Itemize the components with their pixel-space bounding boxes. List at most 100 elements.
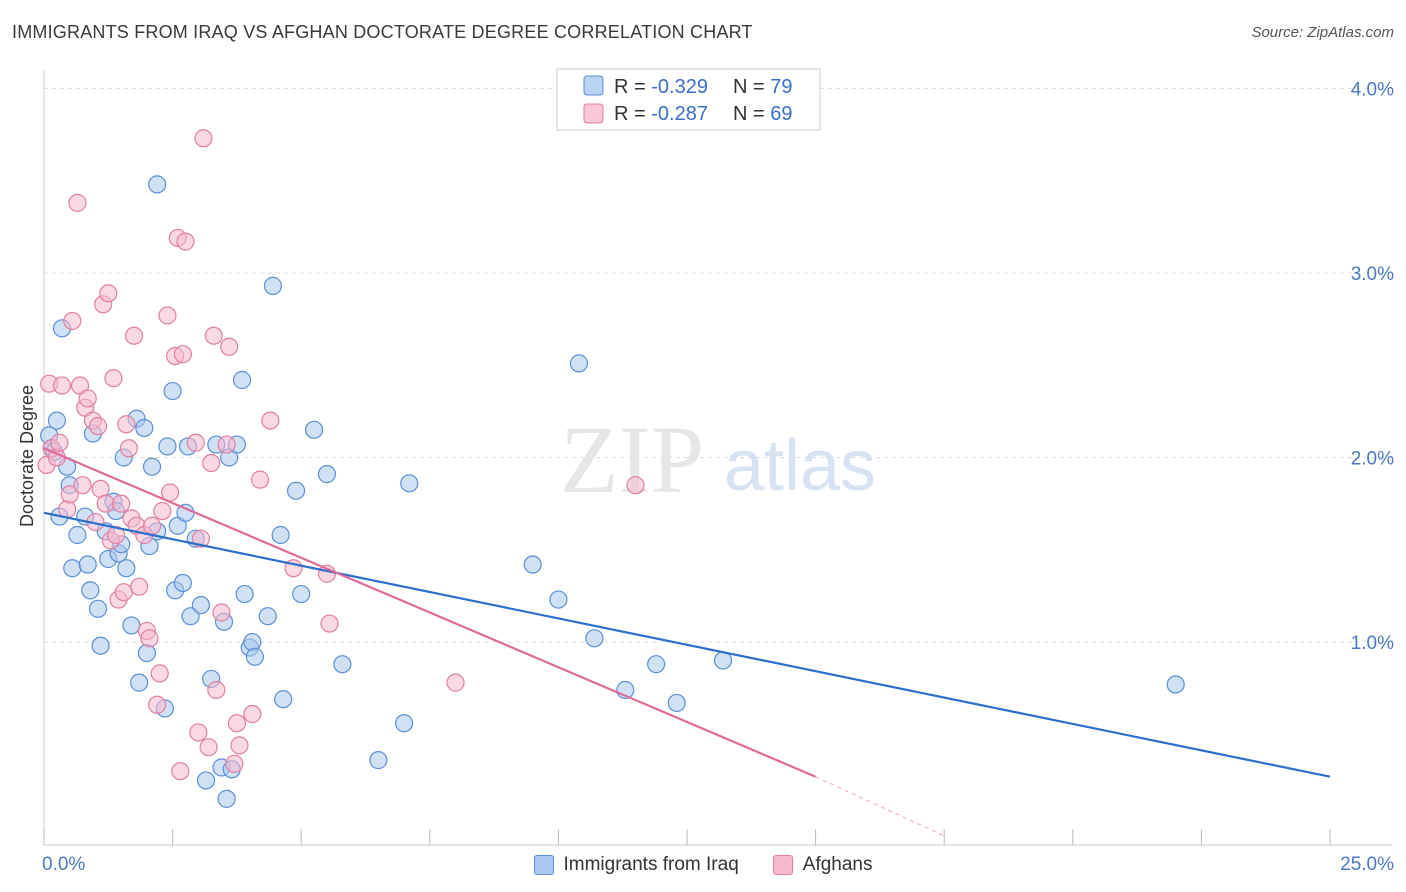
data-point-iraq — [317, 465, 337, 484]
data-point-afghan — [158, 306, 177, 325]
data-point-iraq — [333, 655, 352, 674]
svg-text:N = 79: N = 79 — [733, 76, 793, 98]
gridlines — [44, 87, 1392, 643]
legend-n-label: N = — [733, 103, 770, 125]
series-afghan-points — [37, 129, 645, 781]
data-point-afghan — [73, 476, 92, 495]
data-point-afghan — [212, 603, 231, 622]
bottom-legend: Immigrants from Iraq Afghans — [0, 852, 1406, 878]
data-point-iraq — [181, 607, 200, 626]
data-point-afghan — [119, 439, 138, 458]
data-point-afghan — [88, 417, 108, 436]
data-point-iraq — [135, 418, 154, 438]
data-point-iraq — [117, 559, 136, 578]
data-point-iraq — [274, 690, 293, 709]
legend-n-value-afghan: 69 — [770, 103, 792, 125]
data-point-iraq — [47, 411, 66, 430]
data-point-iraq — [142, 457, 162, 476]
data-point-afghan — [68, 193, 87, 212]
data-point-afghan — [243, 704, 262, 724]
data-point-afghan — [261, 411, 280, 430]
data-point-iraq — [585, 629, 604, 648]
legend-swatch-afghan — [583, 103, 604, 124]
data-point-iraq — [196, 771, 216, 790]
source-label: Source: ZipAtlas.com — [1251, 24, 1394, 41]
data-point-afghan — [150, 664, 169, 683]
data-point-afghan — [207, 680, 226, 700]
data-point-iraq — [549, 590, 568, 609]
legend-r-value-afghan: -0.287 — [651, 103, 708, 125]
data-point-iraq — [235, 584, 254, 604]
data-point-iraq — [232, 370, 252, 390]
data-point-afghan — [148, 695, 167, 714]
data-point-afghan — [202, 453, 221, 473]
trend-line-afghan-extension — [815, 776, 945, 837]
legend-swatch-iraq — [533, 855, 554, 875]
data-point-afghan — [104, 369, 123, 388]
watermark-atlas: atlas — [724, 426, 876, 506]
y-tick-label: 1.0% — [1351, 633, 1394, 654]
data-point-afghan — [186, 433, 205, 452]
data-point-afghan — [626, 476, 645, 495]
data-point-iraq — [271, 525, 290, 545]
data-point-iraq — [91, 636, 110, 655]
svg-text:R = -0.287: R = -0.287 — [614, 103, 708, 125]
legend-label-iraq: Immigrants from Iraq — [563, 854, 739, 875]
data-point-iraq — [1166, 675, 1185, 694]
legend-label-afghan: Afghans — [802, 854, 873, 875]
data-point-iraq — [369, 751, 388, 770]
trend-line-afghan — [43, 447, 817, 778]
svg-text:N = 69: N = 69 — [733, 103, 793, 125]
data-point-afghan — [173, 345, 192, 364]
data-point-iraq — [163, 381, 182, 401]
legend-r-label: R = — [614, 76, 651, 98]
data-point-afghan — [106, 525, 126, 545]
data-point-iraq — [88, 599, 108, 618]
data-point-iraq — [137, 643, 156, 663]
data-point-afghan — [140, 629, 159, 648]
legend-n-label: N = — [733, 76, 770, 98]
data-point-afghan — [320, 614, 339, 633]
data-point-iraq — [148, 175, 167, 194]
x-tick-label: 0.0% — [42, 854, 85, 875]
legend-swatch-afghan — [772, 855, 793, 875]
data-point-afghan — [142, 516, 162, 535]
data-point-iraq — [81, 581, 100, 600]
data-point-afghan — [52, 376, 72, 395]
legend-item-afghan: Afghans — [772, 854, 873, 876]
trend-lines — [43, 447, 1331, 837]
data-point-afghan — [153, 501, 172, 521]
y-tick-labels: 1.0% 2.0% 3.0% 4.0% — [1351, 79, 1394, 654]
watermark: ZIP atlas — [560, 406, 876, 513]
data-point-afghan — [204, 326, 223, 345]
data-point-iraq — [130, 673, 149, 692]
data-point-iraq — [173, 573, 192, 593]
x-tick-label: 25.0% — [1340, 854, 1394, 875]
legend-swatch-iraq — [583, 75, 604, 96]
data-point-afghan — [130, 577, 149, 596]
data-point-afghan — [99, 284, 118, 303]
data-point-afghan — [220, 337, 239, 356]
data-point-afghan — [250, 470, 270, 489]
watermark-zip: ZIP — [560, 406, 704, 513]
data-point-iraq — [667, 693, 686, 713]
legend-n-value-iraq: 79 — [770, 76, 792, 98]
data-point-afghan — [176, 232, 195, 251]
legend-box: R = -0.329 N = 79 R = -0.287 N = 69 — [556, 68, 821, 131]
y-tick-label: 4.0% — [1351, 79, 1394, 100]
data-point-afghan — [225, 754, 244, 773]
data-point-iraq — [191, 596, 210, 615]
data-point-iraq — [63, 559, 82, 578]
trend-line-iraq — [43, 511, 1331, 778]
data-point-iraq — [523, 555, 542, 574]
data-point-afghan — [58, 500, 77, 519]
data-point-iraq — [394, 714, 414, 733]
data-point-afghan — [189, 723, 208, 742]
data-point-iraq — [286, 481, 306, 500]
data-point-afghan — [199, 738, 218, 757]
data-point-afghan — [63, 311, 82, 331]
chart-title: IMMIGRANTS FROM IRAQ VS AFGHAN DOCTORATE… — [12, 22, 753, 42]
legend-r-value-iraq: -0.329 — [651, 76, 708, 98]
data-point-afghan — [124, 326, 144, 345]
